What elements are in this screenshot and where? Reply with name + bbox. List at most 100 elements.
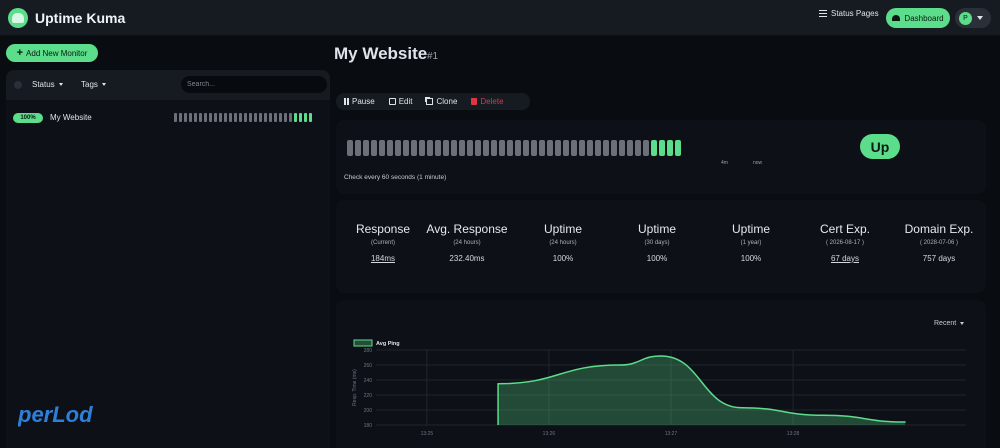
mini-heartbeat-down: [274, 113, 277, 122]
add-monitor-label: Add New Monitor: [26, 48, 88, 58]
heartbeat-empty[interactable]: [499, 140, 505, 156]
trash-icon: [471, 98, 478, 105]
clone-button[interactable]: Clone: [426, 97, 457, 106]
stat-value: 100%: [552, 254, 574, 263]
stat-value: 757 days: [922, 254, 956, 263]
status-filter-label: Status: [32, 80, 55, 89]
mini-heartbeat-up: [309, 113, 312, 122]
profile-dropdown[interactable]: P: [955, 8, 991, 28]
heartbeat-empty[interactable]: [603, 140, 609, 156]
avatar: P: [959, 11, 972, 25]
status-pages-link[interactable]: Status Pages: [819, 9, 879, 18]
heartbeat-empty[interactable]: [435, 140, 441, 156]
mini-heartbeat-up: [299, 113, 302, 122]
mini-heartbeat-down: [289, 113, 292, 122]
select-all-checkbox[interactable]: [14, 81, 22, 89]
heartbeat-empty[interactable]: [475, 140, 481, 156]
stat-value[interactable]: 67 days: [830, 254, 860, 263]
heartbeat-empty[interactable]: [363, 140, 369, 156]
stat-value[interactable]: 184ms: [370, 254, 395, 263]
y-tick-label: 180: [364, 423, 373, 429]
check-interval-text: Check every 60 seconds (1 minute): [344, 174, 447, 181]
heartbeat-empty[interactable]: [611, 140, 617, 156]
list-icon: [819, 10, 827, 17]
status-filter-dropdown[interactable]: Status: [32, 80, 63, 89]
tachometer-icon: [892, 15, 901, 21]
heartbeat-empty[interactable]: [531, 140, 537, 156]
heartbeat-empty[interactable]: [443, 140, 449, 156]
pause-button[interactable]: Pause: [344, 97, 375, 106]
heartbeat-empty[interactable]: [459, 140, 465, 156]
heartbeat-empty[interactable]: [483, 140, 489, 156]
heartbeat-card: 4m now Check every 60 seconds (1 minute)…: [336, 120, 986, 194]
heartbeat-empty[interactable]: [555, 140, 561, 156]
mini-heartbeat-down: [179, 113, 182, 122]
heartbeat-end-label: now: [753, 160, 763, 166]
heartbeat-empty[interactable]: [547, 140, 553, 156]
heartbeat-empty[interactable]: [451, 140, 457, 156]
stat-subtitle: ( 2026-08-17 ): [825, 240, 865, 246]
monitor-list-item[interactable]: 100% My Website: [6, 110, 330, 126]
tags-filter-dropdown[interactable]: Tags: [81, 80, 106, 89]
edit-button[interactable]: Edit: [388, 97, 412, 106]
heartbeat-empty[interactable]: [579, 140, 585, 156]
heartbeat-empty[interactable]: [379, 140, 385, 156]
stat-uptime-4: Uptime (1 year) 100%: [704, 222, 798, 263]
mini-heartbeat-down: [259, 113, 262, 122]
heartbeat-up[interactable]: [651, 140, 657, 156]
heartbeat-empty[interactable]: [395, 140, 401, 156]
heartbeat-start-label: 4m: [721, 160, 728, 166]
heartbeat-empty[interactable]: [523, 140, 529, 156]
heartbeat-up[interactable]: [667, 140, 673, 156]
brand[interactable]: Uptime Kuma: [8, 7, 125, 28]
heartbeat-empty[interactable]: [571, 140, 577, 156]
heartbeat-empty[interactable]: [643, 140, 649, 156]
heartbeat-empty[interactable]: [491, 140, 497, 156]
heartbeat-empty[interactable]: [539, 140, 545, 156]
avg-ping-point: [822, 414, 825, 417]
chart-period-label: Recent: [934, 320, 957, 327]
plus-icon: +: [16, 47, 24, 59]
pause-label: Pause: [352, 97, 375, 106]
stat-subtitle: (1 year): [740, 240, 762, 246]
mini-heartbeat-down: [214, 113, 217, 122]
heartbeat-empty[interactable]: [403, 140, 409, 156]
top-header: Uptime Kuma Status Pages Dashboard P: [0, 0, 1000, 36]
heartbeat-up[interactable]: [675, 140, 681, 156]
avg-ping-point: [660, 355, 662, 357]
heartbeat-empty[interactable]: [619, 140, 625, 156]
heartbeat-empty[interactable]: [587, 140, 593, 156]
heartbeat-empty[interactable]: [347, 140, 353, 156]
avg-ping-point: [619, 364, 621, 366]
heartbeat-empty[interactable]: [387, 140, 393, 156]
search-input[interactable]: [181, 76, 327, 93]
heartbeat-empty[interactable]: [419, 140, 425, 156]
uptime-badge: 100%: [13, 113, 43, 123]
stat-value: 100%: [646, 254, 668, 263]
chart-period-dropdown[interactable]: Recent: [934, 320, 965, 327]
status-pages-label: Status Pages: [831, 9, 879, 18]
heartbeat-empty[interactable]: [411, 140, 417, 156]
stat-title: Domain Exp.: [904, 222, 974, 236]
y-tick-label: 240: [364, 378, 373, 384]
mini-heartbeat-down: [284, 113, 287, 122]
delete-button[interactable]: Delete: [471, 97, 504, 106]
heartbeat-empty[interactable]: [595, 140, 601, 156]
y-tick-label: 220: [364, 393, 373, 399]
heartbeat-empty[interactable]: [515, 140, 521, 156]
heartbeat-empty[interactable]: [427, 140, 433, 156]
heartbeat-bar: [347, 140, 681, 156]
dashboard-button[interactable]: Dashboard: [886, 8, 950, 28]
monitor-action-bar: Pause Edit Clone Delete: [336, 93, 530, 110]
heartbeat-up[interactable]: [659, 140, 665, 156]
stat-title: Cert Exp.: [819, 222, 870, 236]
heartbeat-empty[interactable]: [563, 140, 569, 156]
heartbeat-empty[interactable]: [467, 140, 473, 156]
dashboard-label: Dashboard: [904, 13, 944, 23]
add-new-monitor-button[interactable]: + Add New Monitor: [6, 44, 98, 62]
heartbeat-empty[interactable]: [635, 140, 641, 156]
heartbeat-empty[interactable]: [507, 140, 513, 156]
heartbeat-empty[interactable]: [371, 140, 377, 156]
heartbeat-empty[interactable]: [355, 140, 361, 156]
heartbeat-empty[interactable]: [627, 140, 633, 156]
